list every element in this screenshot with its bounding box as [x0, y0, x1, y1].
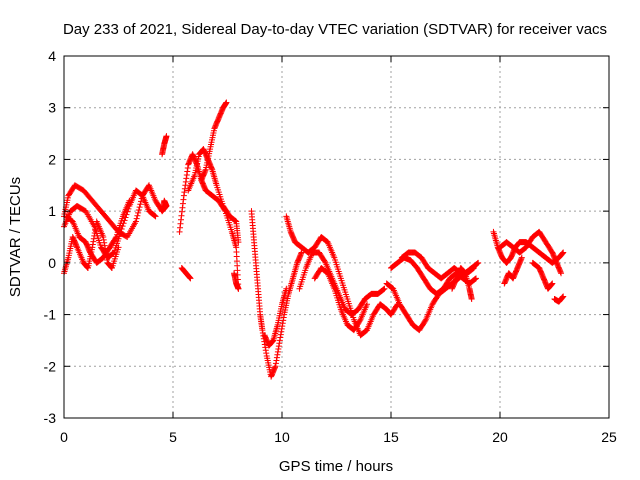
x-tick-label: 15 [383, 429, 399, 445]
data-point [151, 212, 158, 219]
data-point [356, 317, 363, 324]
data-points [61, 99, 567, 380]
plot-frame [63, 55, 610, 419]
data-point [469, 266, 476, 273]
data-point [560, 293, 567, 300]
y-tick-label: 2 [48, 151, 56, 167]
series-track-3 [61, 218, 122, 277]
x-tick-label: 10 [274, 429, 290, 445]
data-point [321, 258, 328, 265]
data-point [235, 239, 242, 246]
series-track-4 [63, 197, 133, 266]
data-point [151, 212, 158, 219]
series-track-9 [198, 99, 230, 184]
x-tick-label: 0 [60, 429, 68, 445]
data-point [235, 285, 242, 292]
axis-ticks: 0 5 10 15 20 25 -3 -2 -1 0 1 2 3 4 [44, 48, 617, 445]
series-track-14 [283, 213, 401, 339]
data-point [364, 301, 371, 308]
series-track-22 [497, 228, 565, 277]
grid-lines [64, 56, 609, 418]
data-point [380, 286, 387, 293]
data-point [112, 235, 119, 242]
x-tick-label: 25 [601, 429, 617, 445]
data-point [549, 280, 556, 287]
series-track-8 [185, 146, 242, 246]
y-tick-label: 3 [48, 100, 56, 116]
data-point [518, 254, 525, 261]
data-point [115, 244, 122, 251]
series-track-13 [261, 285, 290, 349]
series-track-11 [231, 270, 242, 292]
y-tick-label: -1 [44, 307, 57, 323]
data-point [223, 99, 230, 106]
data-point [381, 285, 388, 292]
data-point [558, 270, 565, 277]
data-point [473, 261, 480, 268]
data-point [134, 212, 141, 219]
data-point [422, 317, 429, 324]
data-point [163, 202, 170, 209]
data-point [163, 133, 170, 140]
data-point [137, 201, 144, 208]
y-tick-label: 4 [48, 48, 56, 64]
series-track-20 [449, 265, 475, 303]
data-point [475, 259, 482, 266]
x-tick-label: 5 [169, 429, 177, 445]
data-point [152, 213, 159, 220]
series-track-25 [551, 293, 567, 305]
data-point [232, 217, 239, 224]
y-tick-label: 0 [48, 255, 56, 271]
data-point [110, 250, 117, 257]
x-axis-label: GPS time / hours [279, 458, 393, 475]
data-point [468, 296, 475, 303]
data-point [135, 209, 142, 216]
data-point [474, 260, 481, 267]
series-track-24 [529, 259, 556, 292]
data-point [470, 265, 477, 272]
data-point [126, 197, 133, 204]
series-track-16 [311, 265, 371, 334]
data-point [133, 215, 140, 222]
data-point [132, 218, 139, 225]
chart-title: Day 233 of 2021, Sidereal Day-to-day VTE… [63, 21, 607, 38]
x-tick-label: 20 [492, 429, 508, 445]
data-point [187, 275, 194, 282]
data-point [231, 217, 238, 224]
y-tick-label: 1 [48, 203, 56, 219]
data-point [283, 285, 290, 292]
y-tick-label: -2 [44, 358, 57, 374]
series-track-6 [159, 197, 170, 215]
data-point [472, 275, 479, 282]
data-point [109, 250, 116, 257]
series-track-12 [248, 208, 305, 380]
series-track-23 [501, 254, 525, 287]
series-track-10 [178, 265, 194, 282]
data-point [135, 206, 142, 213]
y-axis-label: SDTVAR / TECUs [7, 177, 24, 297]
data-point [470, 265, 477, 272]
y-tick-label: -3 [44, 410, 57, 426]
data-point [298, 249, 305, 256]
series-track-5 [159, 133, 170, 158]
data-point [471, 276, 478, 283]
data-point [380, 286, 387, 293]
data-point [473, 275, 480, 282]
data-point [136, 204, 143, 211]
data-point [560, 249, 567, 256]
